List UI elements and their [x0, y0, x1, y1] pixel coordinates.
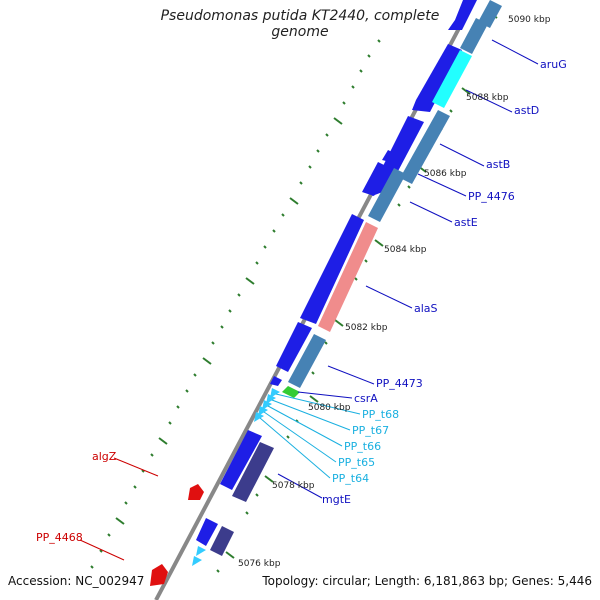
gene-label-ppt65: PP_t65	[338, 456, 375, 469]
leader-lines	[277, 39, 539, 499]
kbp-label: 5086 kbp	[424, 169, 467, 179]
kbp-label: 5084 kbp	[384, 245, 427, 255]
kbp-label: 5090 kbp	[508, 15, 551, 25]
astD-gene	[432, 50, 472, 108]
accession-text: Accession: NC_002947	[8, 574, 145, 588]
gene-cds	[300, 214, 364, 324]
PP_4468-gene	[150, 564, 168, 586]
trna-gene	[192, 556, 202, 566]
gene-cds	[210, 526, 234, 556]
gene-cds	[362, 162, 390, 196]
alaS-gene	[318, 222, 378, 332]
gene-cds	[276, 322, 312, 372]
gene-cds	[270, 376, 282, 386]
trna-gene	[270, 388, 280, 398]
gene-cds	[448, 0, 477, 30]
trna-gene	[258, 406, 268, 416]
gene-label-aruG: aruG	[540, 58, 567, 71]
trna-gene	[254, 412, 264, 422]
gene-cds	[412, 44, 462, 112]
trna-gene	[266, 394, 276, 404]
kbp-label: 5080 kbp	[308, 403, 351, 413]
gene-label-mgtE: mgtE	[322, 493, 351, 506]
forward-cds	[196, 0, 477, 546]
reverse-cds	[288, 0, 502, 388]
gene-label-pp4468: PP_4468	[36, 531, 83, 544]
gene-label-astB: astB	[486, 158, 510, 171]
gene-label-ppt68: PP_t68	[362, 408, 399, 421]
outer-ticks	[216, 11, 498, 573]
topology-text: Topology: circular; Length: 6,181,863 bp…	[262, 574, 592, 588]
gene-cds	[288, 334, 326, 388]
mgtE-gene	[232, 442, 274, 502]
gene-cds	[400, 110, 450, 184]
gene-label-astD: astD	[514, 104, 539, 117]
trna-gene	[262, 400, 272, 410]
kbp-label: 5076 kbp	[238, 559, 281, 569]
gene-cds	[368, 168, 406, 222]
gene-cds	[220, 430, 262, 490]
kbp-label: 5078 kbp	[272, 481, 315, 491]
gene-cds	[460, 18, 488, 54]
csrA-gene	[282, 386, 300, 398]
kbp-label: 5082 kbp	[345, 323, 388, 333]
gene-cds	[382, 150, 396, 162]
gene-label-astE: astE	[454, 216, 478, 229]
trna-genes	[192, 388, 280, 566]
gene-label-ppt64: PP_t64	[332, 472, 369, 485]
trna-gene	[196, 546, 206, 556]
red-leader-lines	[79, 457, 159, 561]
gene-label-csrA: csrA	[354, 392, 378, 405]
gene-cds	[478, 0, 502, 28]
gene-label-alaS: alaS	[414, 302, 438, 315]
gene-label-pp4473: PP_4473	[376, 377, 423, 390]
kbp-label: 5088 kbp	[466, 93, 509, 103]
gene-label-algZ: algZ	[92, 450, 117, 463]
trna-leader-lines	[259, 393, 361, 479]
algZ-gene	[188, 484, 204, 500]
gene-label-ppt67: PP_t67	[352, 424, 389, 437]
gene-label-pp4476: PP_4476	[468, 190, 515, 203]
gene-cds	[196, 518, 218, 546]
map-title: Pseudomonas putida KT2440, complete geno…	[160, 8, 440, 40]
inner-ticks	[90, 39, 381, 569]
gene-label-ppt66: PP_t66	[344, 440, 381, 453]
